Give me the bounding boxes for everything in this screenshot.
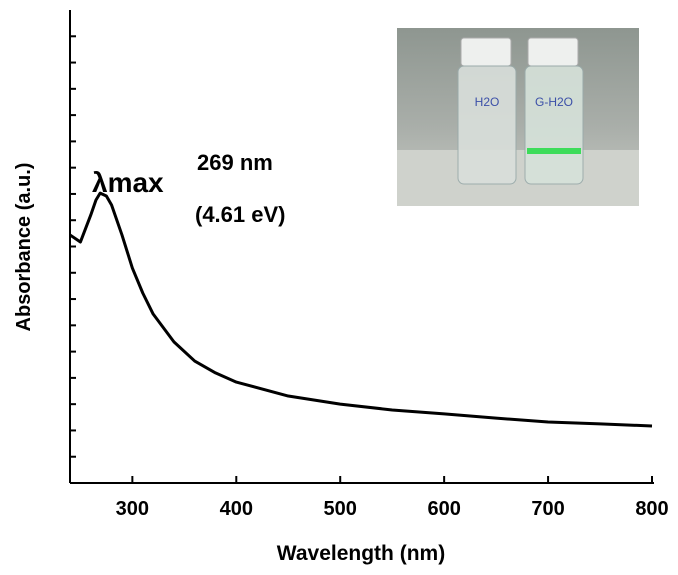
annotation: λmax (92, 167, 164, 198)
x-tick-label: 500 (324, 498, 357, 520)
x-tick-label: 700 (531, 498, 564, 520)
inset-label: G-H2O (535, 95, 573, 109)
inset-label: H2O (475, 95, 500, 109)
annotation: (4.61 eV) (195, 202, 286, 227)
x-tick-label: 400 (220, 498, 253, 520)
x-axis-label: Wavelength (nm) (277, 542, 445, 565)
line (69, 191, 653, 428)
inset-photo (397, 28, 639, 206)
x-tick-label: 800 (635, 498, 668, 520)
x-tick-label: 300 (116, 498, 149, 520)
annotation: 269 nm (197, 150, 273, 175)
y-axis-label: Absorbance (a.u.) (13, 163, 35, 332)
x-tick-label: 600 (427, 498, 460, 520)
